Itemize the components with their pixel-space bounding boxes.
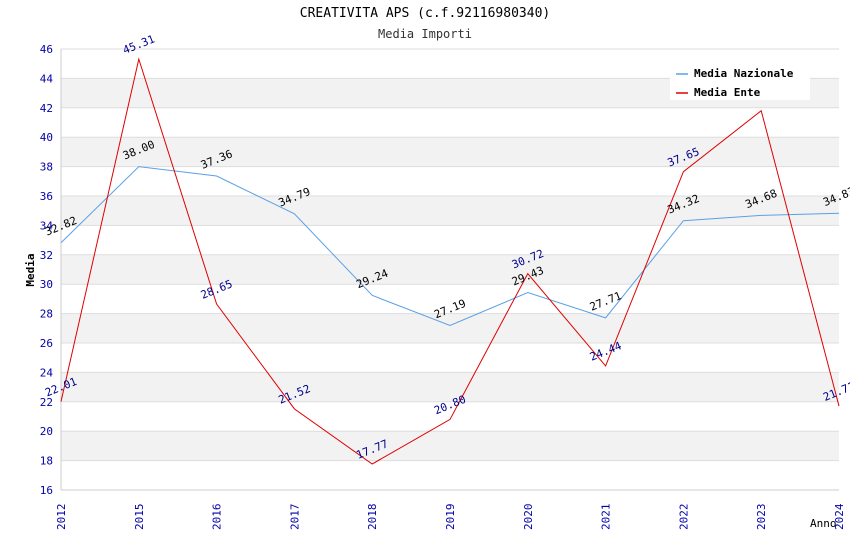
x-tick-label: 2019: [444, 504, 457, 531]
chart-subtitle: Media Importi: [378, 27, 472, 41]
y-tick-label: 46: [40, 43, 53, 56]
grid-band: [61, 313, 839, 343]
y-tick-label: 30: [40, 278, 53, 291]
data-label: 45.31: [121, 32, 157, 56]
y-tick-label: 20: [40, 425, 53, 438]
legend-box: [670, 60, 810, 100]
y-tick-label: 32: [40, 249, 53, 262]
y-axis-title: Media: [24, 253, 37, 286]
x-tick-label: 2024: [833, 503, 846, 530]
y-tick-label: 18: [40, 455, 53, 468]
data-label: 27.71: [588, 289, 624, 313]
x-axis-title: Anno: [810, 517, 837, 530]
y-tick-label: 40: [40, 131, 53, 144]
x-tick-label: 2020: [522, 504, 535, 531]
x-tick-label: 2017: [288, 504, 301, 531]
grid-band: [61, 196, 839, 226]
y-tick-label: 34: [40, 219, 54, 232]
legend-label: Media Nazionale: [694, 67, 794, 80]
grid-band: [61, 254, 839, 285]
legend-label: Media Ente: [694, 86, 761, 99]
x-tick-label: 2023: [755, 504, 768, 531]
y-tick-label: 36: [40, 190, 53, 203]
y-tick-label: 44: [40, 72, 54, 85]
grid-band: [61, 372, 839, 402]
x-tick-label: 2015: [133, 504, 146, 531]
y-tick-label: 16: [40, 484, 53, 497]
y-tick-label: 42: [40, 102, 53, 115]
x-tick-label: 2018: [366, 504, 379, 531]
grid-band: [61, 431, 839, 461]
chart-title: CREATIVITA APS (c.f.92116980340): [299, 6, 551, 21]
y-tick-label: 28: [40, 308, 53, 321]
x-tick-label: 2016: [211, 504, 224, 531]
y-tick-label: 38: [40, 161, 53, 174]
x-tick-label: 2022: [677, 504, 690, 531]
x-tick-label: 2021: [600, 504, 613, 531]
y-tick-label: 24: [40, 366, 54, 379]
y-tick-label: 26: [40, 337, 53, 350]
series-line-media-ente: [60, 57, 840, 465]
x-tick-label: 2012: [55, 504, 68, 531]
series-line-media-nazionale: [60, 166, 840, 327]
y-tick-label: 22: [40, 396, 53, 409]
